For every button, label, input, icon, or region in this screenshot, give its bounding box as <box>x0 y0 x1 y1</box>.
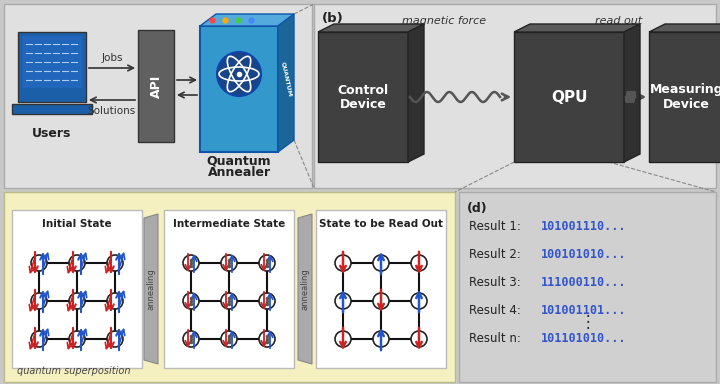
Circle shape <box>411 293 427 309</box>
Text: State to be Read Out: State to be Read Out <box>319 219 443 229</box>
Circle shape <box>259 331 275 347</box>
Circle shape <box>31 255 47 271</box>
FancyBboxPatch shape <box>4 192 455 382</box>
Text: Result 1:: Result 1: <box>469 220 525 233</box>
Text: read out: read out <box>595 16 642 26</box>
Circle shape <box>259 293 275 309</box>
Circle shape <box>69 255 85 271</box>
Polygon shape <box>649 32 720 162</box>
Text: 101101010...: 101101010... <box>541 332 626 345</box>
FancyBboxPatch shape <box>314 4 716 188</box>
Text: magnetic force: magnetic force <box>402 16 486 26</box>
Circle shape <box>183 255 199 271</box>
Circle shape <box>373 331 389 347</box>
Circle shape <box>217 52 261 96</box>
FancyBboxPatch shape <box>200 26 278 152</box>
Text: Measuring: Measuring <box>649 83 720 96</box>
Circle shape <box>373 255 389 271</box>
Text: Intermediate State: Intermediate State <box>173 219 285 229</box>
Text: Jobs: Jobs <box>102 53 122 63</box>
Text: Annealer: Annealer <box>207 166 271 179</box>
Circle shape <box>221 255 237 271</box>
Circle shape <box>221 293 237 309</box>
Text: 100101010...: 100101010... <box>541 248 626 261</box>
Text: Initial State: Initial State <box>42 219 112 229</box>
Text: (d): (d) <box>467 202 487 215</box>
Polygon shape <box>18 32 86 102</box>
Polygon shape <box>278 14 294 152</box>
Text: Solutions: Solutions <box>88 106 136 116</box>
Text: Result n:: Result n: <box>469 332 525 345</box>
FancyBboxPatch shape <box>316 210 446 368</box>
Polygon shape <box>200 14 294 26</box>
Polygon shape <box>408 24 424 162</box>
Polygon shape <box>624 24 640 162</box>
Text: 111000110...: 111000110... <box>541 276 626 289</box>
Polygon shape <box>514 32 624 162</box>
Circle shape <box>335 331 351 347</box>
Circle shape <box>259 255 275 271</box>
Text: Result 4:: Result 4: <box>469 304 525 317</box>
Text: Result 3:: Result 3: <box>469 276 524 289</box>
Circle shape <box>411 331 427 347</box>
Polygon shape <box>298 214 312 364</box>
Circle shape <box>183 293 199 309</box>
Circle shape <box>221 331 237 347</box>
Text: Device: Device <box>663 99 710 111</box>
Text: Result 2:: Result 2: <box>469 248 525 261</box>
Circle shape <box>107 331 123 347</box>
Text: 101001110...: 101001110... <box>541 220 626 233</box>
FancyBboxPatch shape <box>164 210 294 368</box>
FancyBboxPatch shape <box>12 210 142 368</box>
Circle shape <box>411 255 427 271</box>
Polygon shape <box>144 214 158 364</box>
Text: Control: Control <box>338 83 389 96</box>
Circle shape <box>335 255 351 271</box>
FancyBboxPatch shape <box>22 36 82 88</box>
Polygon shape <box>514 24 640 32</box>
Text: Quantum: Quantum <box>207 154 271 167</box>
Text: annealing: annealing <box>300 268 310 310</box>
FancyBboxPatch shape <box>459 192 716 382</box>
Text: API: API <box>150 74 163 98</box>
Polygon shape <box>318 24 424 32</box>
Circle shape <box>69 293 85 309</box>
Text: quantum superposition: quantum superposition <box>17 366 131 376</box>
Polygon shape <box>12 104 92 114</box>
Circle shape <box>107 293 123 309</box>
Circle shape <box>373 293 389 309</box>
Circle shape <box>107 255 123 271</box>
Circle shape <box>31 331 47 347</box>
Polygon shape <box>649 24 720 32</box>
Text: Users: Users <box>32 127 72 140</box>
Text: QPU: QPU <box>551 89 588 104</box>
Text: QUANTUM: QUANTUM <box>280 61 292 97</box>
Text: Device: Device <box>340 99 387 111</box>
Circle shape <box>69 331 85 347</box>
Circle shape <box>183 331 199 347</box>
Text: annealing: annealing <box>146 268 156 310</box>
Circle shape <box>31 293 47 309</box>
FancyBboxPatch shape <box>138 30 174 142</box>
Circle shape <box>335 293 351 309</box>
FancyBboxPatch shape <box>4 4 312 188</box>
Text: (b): (b) <box>322 12 343 25</box>
Polygon shape <box>318 32 408 162</box>
Text: 101001101...: 101001101... <box>541 304 626 317</box>
Text: ⋮: ⋮ <box>579 313 596 331</box>
